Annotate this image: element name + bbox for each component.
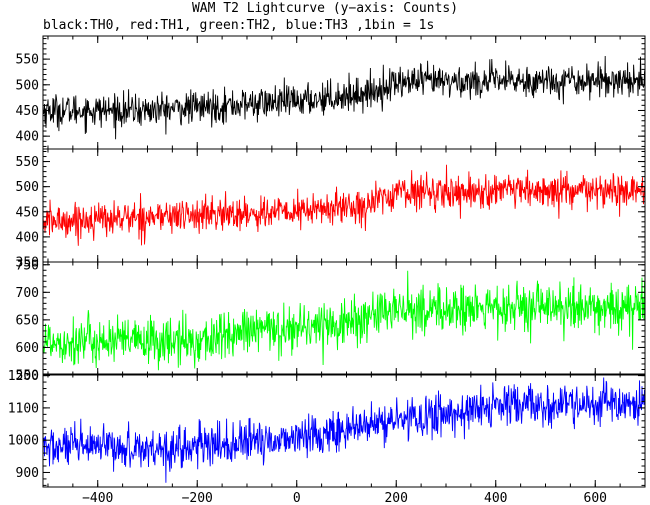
- y-tick-label: 500: [16, 78, 39, 93]
- y-tick-label: 1000: [8, 434, 39, 449]
- panel-frame-th2: [42, 261, 646, 376]
- y-tick-label: 500: [16, 180, 39, 195]
- chart-subtitle: black:TH0, red:TH1, green:TH2, blue:TH3 …: [43, 18, 435, 33]
- y-tick-label: 550: [16, 53, 39, 68]
- series-line-th1: [43, 164, 645, 246]
- y-tick-label: 450: [16, 205, 39, 220]
- y-tick-label: 400: [16, 130, 39, 145]
- y-tick-label: 700: [16, 286, 39, 301]
- y-tick-label: 600: [16, 341, 39, 356]
- x-tick-label: −200: [182, 491, 213, 505]
- y-tick-label: 1100: [8, 401, 39, 416]
- series-line-th3: [43, 377, 645, 483]
- y-tick-label: 450: [16, 104, 39, 119]
- x-tick-label: 200: [384, 491, 407, 505]
- y-tick-label: 550: [16, 155, 39, 170]
- x-tick-label: 600: [584, 491, 607, 505]
- panel-frame-th3: [42, 373, 646, 488]
- y-tick-label: 650: [16, 313, 39, 328]
- y-tick-label: 1200: [8, 369, 39, 384]
- y-tick-label: 400: [16, 230, 39, 245]
- x-tick-label: 400: [484, 491, 507, 505]
- y-tick-label: 750: [16, 258, 39, 273]
- x-tick-label: 0: [293, 491, 301, 505]
- y-tick-label: 350: [16, 256, 39, 271]
- y-tick-label: 550: [16, 369, 39, 384]
- series-line-th0: [43, 55, 645, 140]
- series-line-th2: [43, 270, 645, 371]
- x-tick-label: −400: [82, 491, 113, 505]
- chart-title: WAM T2 Lightcurve (y−axis: Counts): [191, 1, 459, 16]
- y-tick-label: 900: [16, 466, 39, 481]
